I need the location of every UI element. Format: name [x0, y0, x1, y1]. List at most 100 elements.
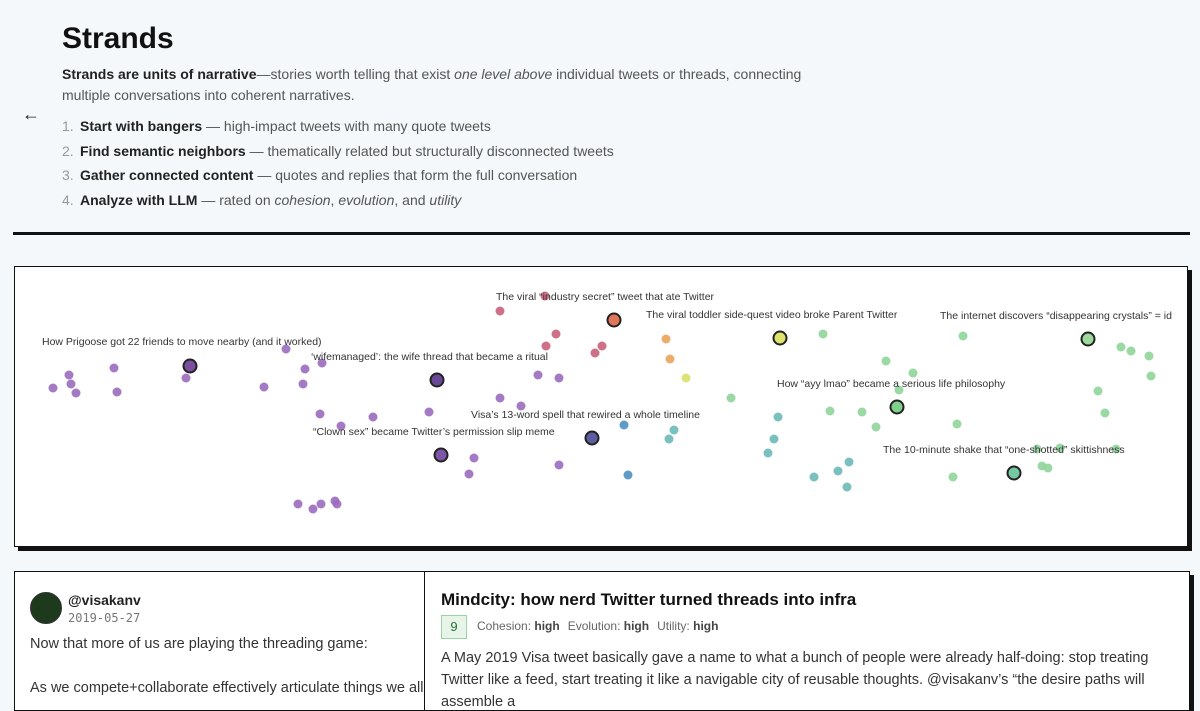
map-dot: [1144, 351, 1154, 361]
map-label: Visa’s 13-word spell that rewired a whol…: [471, 409, 700, 421]
rating-value: high: [534, 619, 560, 633]
step-number: 1.: [62, 118, 74, 134]
step-text: — quotes and replies that form the full …: [253, 167, 578, 183]
strand-map: How Prigoose got 22 friends to move near…: [14, 266, 1188, 547]
map-dot: [533, 370, 543, 380]
map-dot: [1116, 342, 1126, 352]
map-dot: [554, 373, 564, 383]
map-dot: [769, 434, 779, 444]
map-dot: [958, 331, 968, 341]
ratings: Cohesion: high Evolution: high Utility: hi…: [477, 619, 726, 633]
map-dot: [181, 373, 191, 383]
map-dot: [112, 387, 122, 397]
step: 2. Find semantic neighbors — thematically…: [62, 143, 614, 159]
map-dot: [1146, 371, 1156, 381]
tweet-text: As we compete+collaborate effectively ar…: [30, 680, 424, 696]
rating-label: Cohesion:: [477, 619, 532, 633]
step-text: — high-impact tweets with many quote twe…: [202, 118, 491, 134]
map-dot: [336, 421, 346, 431]
map-dot: [368, 412, 378, 422]
step-title: Gather connected content: [80, 167, 254, 183]
page: Strands Strands are units of narrative—s…: [13, 22, 1190, 711]
map-dot: [317, 358, 327, 368]
map-dot: [48, 383, 58, 393]
step-number: 3.: [62, 167, 74, 183]
back-arrow[interactable]: ←: [22, 104, 40, 124]
map-dot: [541, 341, 551, 351]
strand-summary: A May 2019 Visa tweet basically gave a n…: [441, 650, 1149, 710]
map-dot: [1126, 346, 1136, 356]
step-text: — thematically related but structurally …: [245, 142, 614, 159]
highlight-dot: [584, 430, 600, 446]
map-dot: [894, 385, 904, 395]
map-dot: [109, 363, 119, 373]
highlight-dot: [606, 312, 622, 328]
map-dot: [763, 448, 773, 458]
highlight-dot: [429, 372, 445, 388]
step-text: cohesion: [274, 191, 331, 208]
intro-text: individual tweets or threads, connecting…: [62, 66, 802, 103]
map-dot: [424, 407, 434, 417]
map-dot: [495, 393, 505, 403]
map-dot: [259, 382, 269, 392]
map-dot: [1100, 408, 1110, 418]
step-number: 4.: [62, 191, 74, 208]
map-dot: [842, 482, 852, 492]
score-badge: 9: [441, 615, 467, 639]
map-dot: [293, 499, 303, 509]
map-dot: [726, 393, 736, 403]
map-dot: [1055, 443, 1065, 453]
map-dot: [1043, 463, 1053, 473]
map-dot: [464, 469, 474, 479]
map-dot: [71, 388, 81, 398]
map-label: The 10-minute shake that “one-shotted” s…: [883, 444, 1125, 456]
intro: Strands are units of narrative—stories w…: [62, 64, 852, 106]
step-text: , and: [394, 191, 430, 208]
highlight-dot: [772, 330, 788, 346]
tweet-text: Now that more of us are playing the thre…: [30, 636, 368, 652]
step-text: utility: [429, 191, 462, 208]
highlight-dot: [889, 399, 905, 415]
map-dot: [308, 504, 318, 514]
map-dot: [554, 460, 564, 470]
map-label: The viral “industry secret” tweet that a…: [496, 291, 715, 303]
map-dot: [1111, 444, 1121, 454]
divider: [13, 232, 1190, 235]
map-dot: [316, 499, 326, 509]
highlight-dot: [182, 358, 198, 374]
rating-value: high: [693, 619, 719, 633]
highlight-dot: [1080, 331, 1096, 347]
step-text: ,: [330, 191, 339, 208]
step-text: evolution: [338, 191, 395, 208]
map-dot: [619, 420, 629, 430]
intro-bold: Strands are units of narrative: [62, 66, 257, 82]
map-dot: [952, 419, 962, 429]
map-dot: [669, 425, 679, 435]
highlight-dot: [433, 447, 449, 463]
step-title: Analyze with LLM: [80, 191, 198, 208]
page-title: Strands: [62, 22, 174, 55]
map-dot: [298, 379, 308, 389]
strand-title: Mindcity: how nerd Twitter turned thread…: [441, 590, 857, 609]
map-dot: [665, 354, 675, 364]
map-dot: [469, 453, 479, 463]
map-label: ‘wifemanaged’: the wife thread that beca…: [311, 351, 548, 363]
map-dot: [857, 407, 867, 417]
map-dot: [332, 499, 342, 509]
tweet-date: 2019-05-27: [68, 611, 141, 625]
rating-label: Utility:: [657, 619, 690, 633]
map-dot: [315, 409, 325, 419]
strand-detail: Mindcity: how nerd Twitter turned thread…: [424, 571, 1190, 711]
map-dot: [597, 341, 607, 351]
rating-value: high: [623, 619, 650, 633]
map-dot: [300, 364, 310, 374]
map-dot: [833, 466, 843, 476]
highlight-dot: [1006, 465, 1022, 481]
tweet-handle: @visakanv: [68, 592, 141, 608]
map-dot: [516, 401, 526, 411]
map-dot: [773, 412, 783, 422]
map-label: The viral toddler side-quest video broke…: [646, 309, 898, 321]
map-dot: [64, 370, 74, 380]
map-dot: [809, 472, 819, 482]
step-text: — rated on: [197, 191, 275, 208]
